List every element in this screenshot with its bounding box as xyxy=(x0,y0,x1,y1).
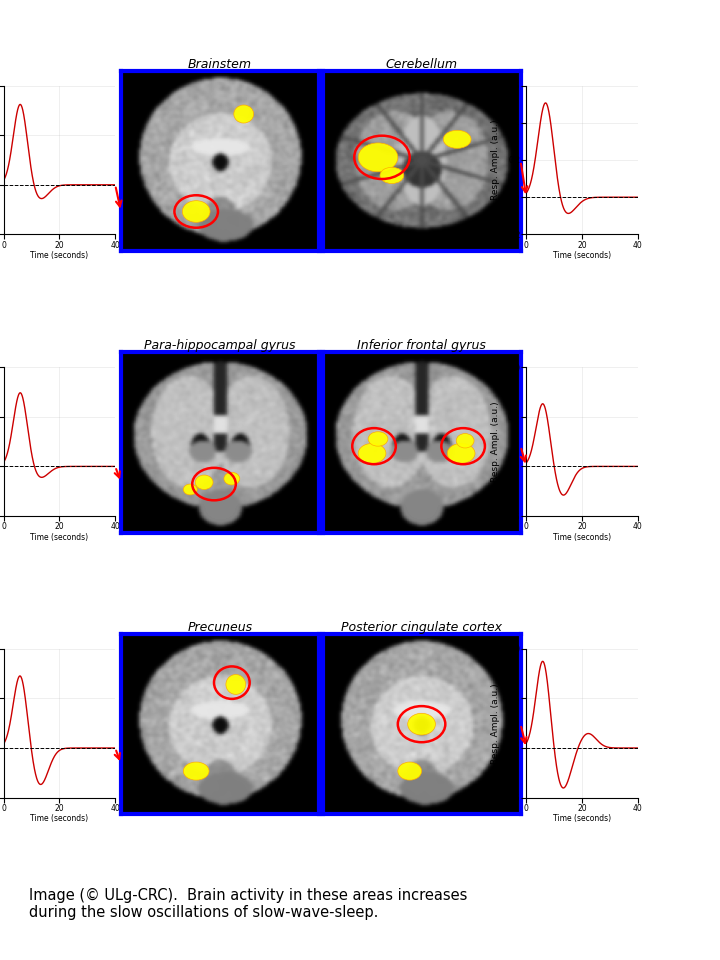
Ellipse shape xyxy=(184,484,197,495)
Text: Image (© ULg-CRC).  Brain activity in these areas increases
during the slow osci: Image (© ULg-CRC). Brain activity in the… xyxy=(29,888,467,921)
X-axis label: Time (seconds): Time (seconds) xyxy=(553,533,611,541)
Title: Posterior cingulate cortex: Posterior cingulate cortex xyxy=(341,621,502,634)
Ellipse shape xyxy=(184,762,209,780)
X-axis label: Time (seconds): Time (seconds) xyxy=(30,814,89,824)
Y-axis label: Resp. Ampl. (a.u.): Resp. Ampl. (a.u.) xyxy=(491,683,500,763)
Title: Brainstem: Brainstem xyxy=(188,58,252,71)
X-axis label: Time (seconds): Time (seconds) xyxy=(553,814,611,824)
Ellipse shape xyxy=(447,444,475,464)
Ellipse shape xyxy=(380,167,404,183)
Ellipse shape xyxy=(359,143,398,172)
Y-axis label: Resp. Ampl. (a.u.): Resp. Ampl. (a.u.) xyxy=(491,120,500,201)
Title: Para-hippocampal gyrus: Para-hippocampal gyrus xyxy=(144,339,296,352)
Ellipse shape xyxy=(444,131,471,149)
Y-axis label: Resp. Ampl. (a.u.): Resp. Ampl. (a.u.) xyxy=(491,401,500,482)
X-axis label: Time (seconds): Time (seconds) xyxy=(553,251,611,260)
Ellipse shape xyxy=(182,201,210,223)
Title: Precuneus: Precuneus xyxy=(187,621,253,634)
Ellipse shape xyxy=(398,762,422,780)
Ellipse shape xyxy=(359,444,386,464)
Ellipse shape xyxy=(234,105,253,123)
Ellipse shape xyxy=(456,434,474,448)
X-axis label: Time (seconds): Time (seconds) xyxy=(30,251,89,260)
Ellipse shape xyxy=(224,472,240,485)
Ellipse shape xyxy=(408,713,436,735)
Ellipse shape xyxy=(195,475,213,490)
X-axis label: Time (seconds): Time (seconds) xyxy=(30,533,89,541)
Ellipse shape xyxy=(226,675,246,694)
Title: Inferior frontal gyrus: Inferior frontal gyrus xyxy=(357,339,486,352)
Ellipse shape xyxy=(368,432,388,446)
Title: Cerebellum: Cerebellum xyxy=(386,58,458,71)
